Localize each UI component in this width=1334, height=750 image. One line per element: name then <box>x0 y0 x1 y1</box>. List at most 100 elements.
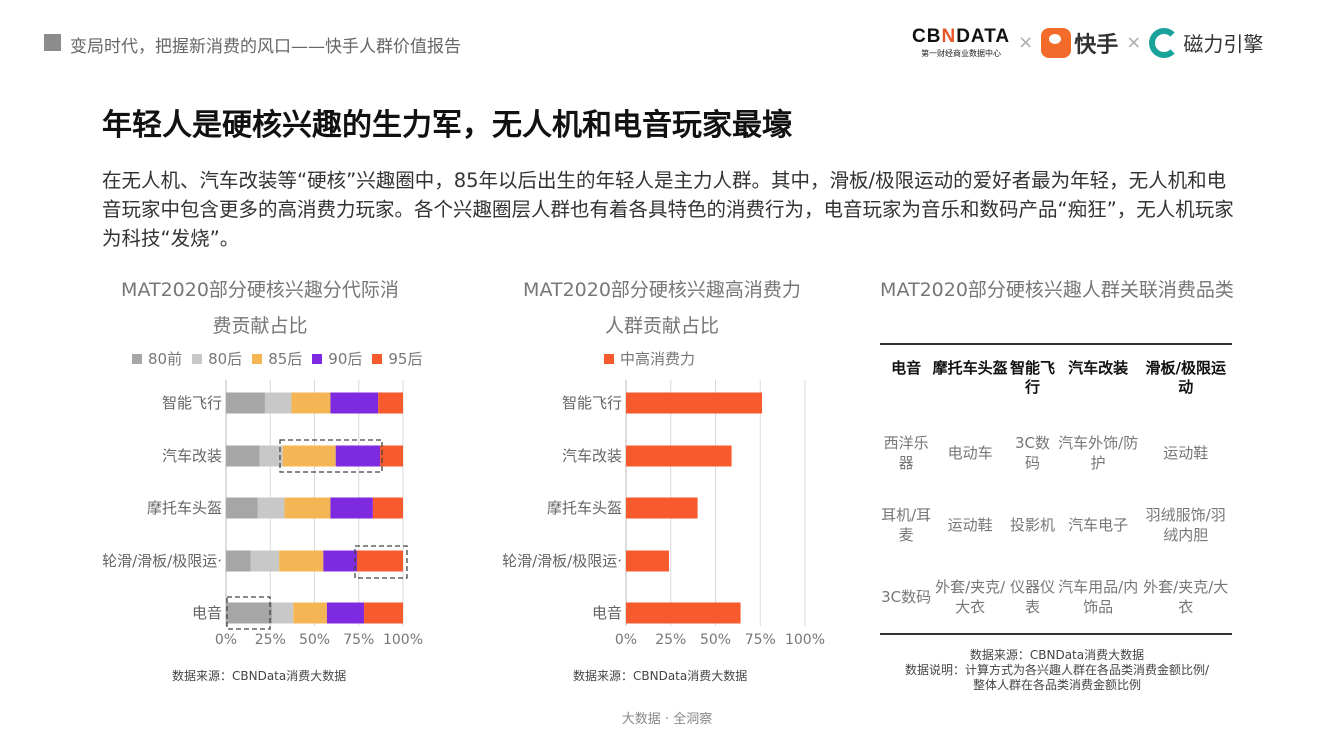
legend-swatch <box>604 354 614 364</box>
bar-segment-中高消费力 <box>626 497 698 519</box>
table-row: 西洋乐器 电动车 3C数码 汽车外饰/防护 运动鞋 <box>880 417 1232 489</box>
category-label: 智能飞行 <box>162 394 222 412</box>
bar-segment-95后 <box>379 445 403 467</box>
x-tick-label: 50% <box>299 632 330 648</box>
x-tick-label: 75% <box>745 632 776 648</box>
highlight-box <box>226 596 271 630</box>
table-cell: 投影机 <box>1009 516 1055 534</box>
chart1-title: MAT2020部分硬核兴趣分代际消 费贡献占比 <box>121 279 399 337</box>
table-cell: 3C数码 <box>881 588 932 606</box>
bar-segment-80前 <box>226 445 260 467</box>
table-header-cell: 滑板/极限运动 <box>1145 359 1226 396</box>
bar-segment-85后 <box>293 602 327 624</box>
bar-segment-80后 <box>250 550 280 572</box>
chart1-source: 数据来源：CBNData消费大数据 <box>172 669 347 683</box>
x-tick-label: 50% <box>700 632 731 648</box>
kuaishou-logo: 快手 <box>1041 27 1118 59</box>
category-label: 轮滑/滑板/极限运· <box>502 552 622 570</box>
bar-segment-85后 <box>282 445 336 467</box>
bar-segment-80后 <box>272 602 294 624</box>
table-cell: 仪器仪表 <box>1009 578 1055 616</box>
bar-segment-85后 <box>279 550 324 572</box>
table-header-cell: 智能飞行 <box>1009 359 1055 396</box>
table-source: 数据来源：CBNData消费大数据 <box>969 648 1145 662</box>
bar-segment-中高消费力 <box>626 602 741 624</box>
bar-segment-80前 <box>226 392 265 414</box>
legend-item: 85后 <box>252 348 302 369</box>
x-tick-label: 75% <box>343 632 374 648</box>
table-note: 数据说明：计算方式为各兴趣人群在各品类消费金额比例/ <box>904 663 1210 677</box>
table-header-cell: 电音 <box>891 359 922 377</box>
legend-label: 85后 <box>268 350 303 368</box>
legend-label: 80后 <box>208 350 243 368</box>
table-cell: 运动鞋 <box>1163 444 1209 462</box>
chart2-title: MAT2020部分硬核兴趣高消费力 人群贡献占比 <box>523 279 801 337</box>
highlight-box <box>279 439 383 473</box>
table-row: 3C数码 外套/夹克/大衣 仪器仪表 汽车用品/内饰品 外套/夹克/大衣 <box>880 561 1232 633</box>
headline: 年轻人是硬核兴趣的生力军，无人机和电音玩家最壕 <box>102 108 792 143</box>
bar-segment-80前 <box>226 550 251 572</box>
bar-segment-90后 <box>330 392 379 414</box>
table-cell: 羽绒服饰/羽绒内胆 <box>1145 506 1226 544</box>
legend-label: 95后 <box>388 350 423 368</box>
category-label: 电音 <box>592 604 622 622</box>
cili-logo: 磁力引擎 <box>1149 27 1263 58</box>
table-header-row: 电音 摩托车头盔 智能飞行 汽车改装 滑板/极限运动 <box>880 345 1232 417</box>
legend-swatch <box>372 354 383 364</box>
table-cell: 运动鞋 <box>947 516 993 534</box>
bar-segment-80前 <box>226 602 273 624</box>
footer-slogan: 大数据 · 全洞察 <box>621 712 713 727</box>
bar-segment-80后 <box>264 392 292 414</box>
category-label: 智能飞行 <box>562 394 622 412</box>
category-label: 汽车改装 <box>162 447 222 465</box>
x-tick-label: 0% <box>615 632 637 648</box>
table-title: MAT2020部分硬核兴趣人群关联消费品类 <box>880 279 1234 301</box>
legend-label: 中高消费力 <box>620 350 696 368</box>
table-header-cell: 汽车改装 <box>1068 359 1129 377</box>
legend-swatch <box>312 354 323 364</box>
cili-icon <box>1149 27 1180 58</box>
legend-label: 90后 <box>328 350 363 368</box>
table-cell: 汽车外饰/防护 <box>1058 434 1139 472</box>
partner-logos: CBNDATA 第一财经商业数据中心 × 快手 × 磁力引擎 <box>912 26 1263 59</box>
legend-label: 80前 <box>148 350 183 368</box>
bar-segment-85后 <box>291 392 331 414</box>
x-tick-label: 100% <box>383 632 423 648</box>
report-title: 变局时代，把握新消费的风口——快手人群价值报告 <box>70 37 461 57</box>
bar-segment-90后 <box>335 445 380 467</box>
table-cell: 外套/夹克/大衣 <box>1143 578 1229 616</box>
bar-segment-90后 <box>330 497 373 519</box>
legend-item: 90后 <box>312 348 362 369</box>
legend-swatch <box>252 354 263 364</box>
table-note: 整体人群在各品类消费金额比例 <box>972 678 1141 692</box>
category-label: 摩托车头盔 <box>547 499 622 517</box>
times-sign: × <box>1126 32 1142 53</box>
chart2-source: 数据来源：CBNData消费大数据 <box>573 669 748 683</box>
table-cell: 汽车电子 <box>1068 516 1129 534</box>
bar-segment-95后 <box>356 550 403 572</box>
legend-item: 80前 <box>132 348 182 369</box>
x-tick-label: 0% <box>215 632 237 648</box>
highlight-box <box>354 545 408 579</box>
legend-item: 95后 <box>372 348 422 369</box>
table-cell: 西洋乐器 <box>883 434 929 472</box>
bar-segment-80后 <box>259 445 283 467</box>
legend-item: 中高消费力 <box>604 348 695 369</box>
bar-segment-中高消费力 <box>626 392 763 414</box>
category-label: 汽车改装 <box>562 447 622 465</box>
table-cell: 耳机/耳麦 <box>881 506 932 544</box>
x-tick-label: 25% <box>255 632 286 648</box>
header-square-icon <box>44 34 61 51</box>
bar-segment-95后 <box>364 602 403 624</box>
x-tick-label: 100% <box>785 632 825 648</box>
table-cell: 外套/夹克/大衣 <box>935 578 1006 616</box>
legend-swatch <box>192 354 203 364</box>
description: 在无人机、汽车改装等“硬核”兴趣圈中，85年以后出生的年轻人是主力人群。其中，滑… <box>102 169 1234 250</box>
table-cell: 电动车 <box>947 444 993 462</box>
x-tick-label: 25% <box>655 632 686 648</box>
table-cell: 汽车用品/内饰品 <box>1058 578 1139 616</box>
kuaishou-icon <box>1041 27 1072 58</box>
cbndata-logo: CBNDATA 第一财经商业数据中心 <box>912 26 1011 58</box>
